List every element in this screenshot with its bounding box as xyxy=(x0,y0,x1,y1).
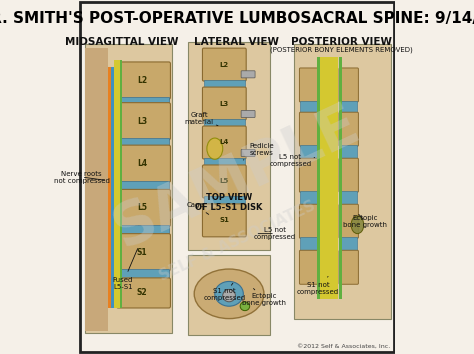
Text: S1 not
compressed: S1 not compressed xyxy=(203,283,246,301)
FancyBboxPatch shape xyxy=(80,2,394,352)
Text: L5 not
compressed: L5 not compressed xyxy=(269,154,315,166)
Ellipse shape xyxy=(194,269,264,319)
Text: LATERAL VIEW: LATERAL VIEW xyxy=(194,37,280,47)
FancyBboxPatch shape xyxy=(339,250,358,284)
FancyBboxPatch shape xyxy=(117,145,171,182)
Text: S1: S1 xyxy=(137,248,147,257)
Text: Pedicle
screws: Pedicle screws xyxy=(243,143,273,160)
FancyBboxPatch shape xyxy=(118,269,169,280)
FancyBboxPatch shape xyxy=(117,278,171,308)
FancyBboxPatch shape xyxy=(300,204,319,238)
FancyBboxPatch shape xyxy=(85,44,172,333)
FancyBboxPatch shape xyxy=(339,112,358,146)
FancyBboxPatch shape xyxy=(340,237,357,251)
FancyBboxPatch shape xyxy=(204,80,245,88)
Text: S2: S2 xyxy=(137,289,147,297)
FancyBboxPatch shape xyxy=(300,68,319,102)
FancyBboxPatch shape xyxy=(114,60,120,308)
FancyBboxPatch shape xyxy=(111,67,114,308)
FancyBboxPatch shape xyxy=(202,165,246,198)
Text: L5: L5 xyxy=(137,204,147,212)
Text: Nerve roots
not compressed: Nerve roots not compressed xyxy=(54,171,109,183)
Text: Ectopic
bone growth: Ectopic bone growth xyxy=(242,289,286,306)
Text: L4: L4 xyxy=(219,139,229,145)
FancyBboxPatch shape xyxy=(118,97,169,104)
Text: L5 not
compressed: L5 not compressed xyxy=(254,227,296,240)
FancyBboxPatch shape xyxy=(108,67,110,308)
Text: SELF & ASSOCIATES: SELF & ASSOCIATES xyxy=(156,198,318,284)
FancyBboxPatch shape xyxy=(118,138,169,147)
FancyBboxPatch shape xyxy=(301,145,318,159)
Text: L5: L5 xyxy=(220,178,229,184)
FancyBboxPatch shape xyxy=(301,101,318,113)
FancyBboxPatch shape xyxy=(340,101,357,113)
Text: Fused
L5-S1: Fused L5-S1 xyxy=(113,249,137,290)
Ellipse shape xyxy=(223,290,236,302)
FancyBboxPatch shape xyxy=(301,191,318,205)
FancyBboxPatch shape xyxy=(340,145,357,159)
Text: L2: L2 xyxy=(220,62,229,68)
Ellipse shape xyxy=(240,302,250,311)
FancyBboxPatch shape xyxy=(202,87,246,120)
Text: TOP VIEW
OF L5-S1 DISK: TOP VIEW OF L5-S1 DISK xyxy=(195,193,263,212)
Text: Cage: Cage xyxy=(186,202,209,215)
FancyBboxPatch shape xyxy=(241,110,255,118)
Ellipse shape xyxy=(207,138,223,159)
Text: MR. SMITH'S POST-OPERATIVE LUMBOSACRAL SPINE: 9/14/06: MR. SMITH'S POST-OPERATIVE LUMBOSACRAL S… xyxy=(0,11,474,25)
FancyBboxPatch shape xyxy=(204,158,245,166)
FancyBboxPatch shape xyxy=(294,44,391,319)
FancyBboxPatch shape xyxy=(118,181,169,191)
Text: MIDSAGITTAL VIEW: MIDSAGITTAL VIEW xyxy=(64,37,178,47)
FancyBboxPatch shape xyxy=(117,234,171,271)
Ellipse shape xyxy=(215,281,243,306)
Text: S1: S1 xyxy=(219,217,229,223)
FancyBboxPatch shape xyxy=(339,158,358,192)
Text: L3: L3 xyxy=(219,101,229,107)
FancyBboxPatch shape xyxy=(339,57,342,299)
Text: Graft
material: Graft material xyxy=(184,112,218,126)
FancyBboxPatch shape xyxy=(320,57,338,299)
FancyBboxPatch shape xyxy=(317,57,320,299)
Text: L3: L3 xyxy=(137,117,147,126)
FancyBboxPatch shape xyxy=(339,204,358,238)
FancyBboxPatch shape xyxy=(300,112,319,146)
FancyBboxPatch shape xyxy=(301,237,318,251)
Text: Ectopic
bone growth: Ectopic bone growth xyxy=(343,215,387,228)
Text: (POSTERIOR BONY ELEMENTS REMOVED): (POSTERIOR BONY ELEMENTS REMOVED) xyxy=(270,46,413,52)
FancyBboxPatch shape xyxy=(202,204,246,237)
FancyBboxPatch shape xyxy=(241,71,255,78)
Text: L4: L4 xyxy=(137,159,147,168)
FancyBboxPatch shape xyxy=(117,62,171,99)
FancyBboxPatch shape xyxy=(117,189,171,227)
FancyBboxPatch shape xyxy=(188,255,270,335)
Text: L2: L2 xyxy=(137,76,147,85)
FancyBboxPatch shape xyxy=(118,225,169,235)
FancyBboxPatch shape xyxy=(300,250,319,284)
Text: S1 not
compressed: S1 not compressed xyxy=(297,276,339,295)
FancyBboxPatch shape xyxy=(117,103,171,140)
Text: ©2012 Self & Associates, Inc.: ©2012 Self & Associates, Inc. xyxy=(298,344,391,349)
FancyBboxPatch shape xyxy=(120,60,122,308)
FancyBboxPatch shape xyxy=(85,48,108,331)
FancyBboxPatch shape xyxy=(300,158,319,192)
FancyBboxPatch shape xyxy=(188,42,270,250)
FancyBboxPatch shape xyxy=(202,126,246,159)
FancyBboxPatch shape xyxy=(204,119,245,127)
FancyBboxPatch shape xyxy=(241,149,255,156)
FancyBboxPatch shape xyxy=(339,68,358,102)
FancyBboxPatch shape xyxy=(340,191,357,205)
Ellipse shape xyxy=(351,216,364,234)
Text: POSTERIOR VIEW: POSTERIOR VIEW xyxy=(291,37,392,47)
FancyBboxPatch shape xyxy=(204,196,245,205)
FancyBboxPatch shape xyxy=(202,48,246,81)
Text: SAMPLE: SAMPLE xyxy=(105,95,369,259)
